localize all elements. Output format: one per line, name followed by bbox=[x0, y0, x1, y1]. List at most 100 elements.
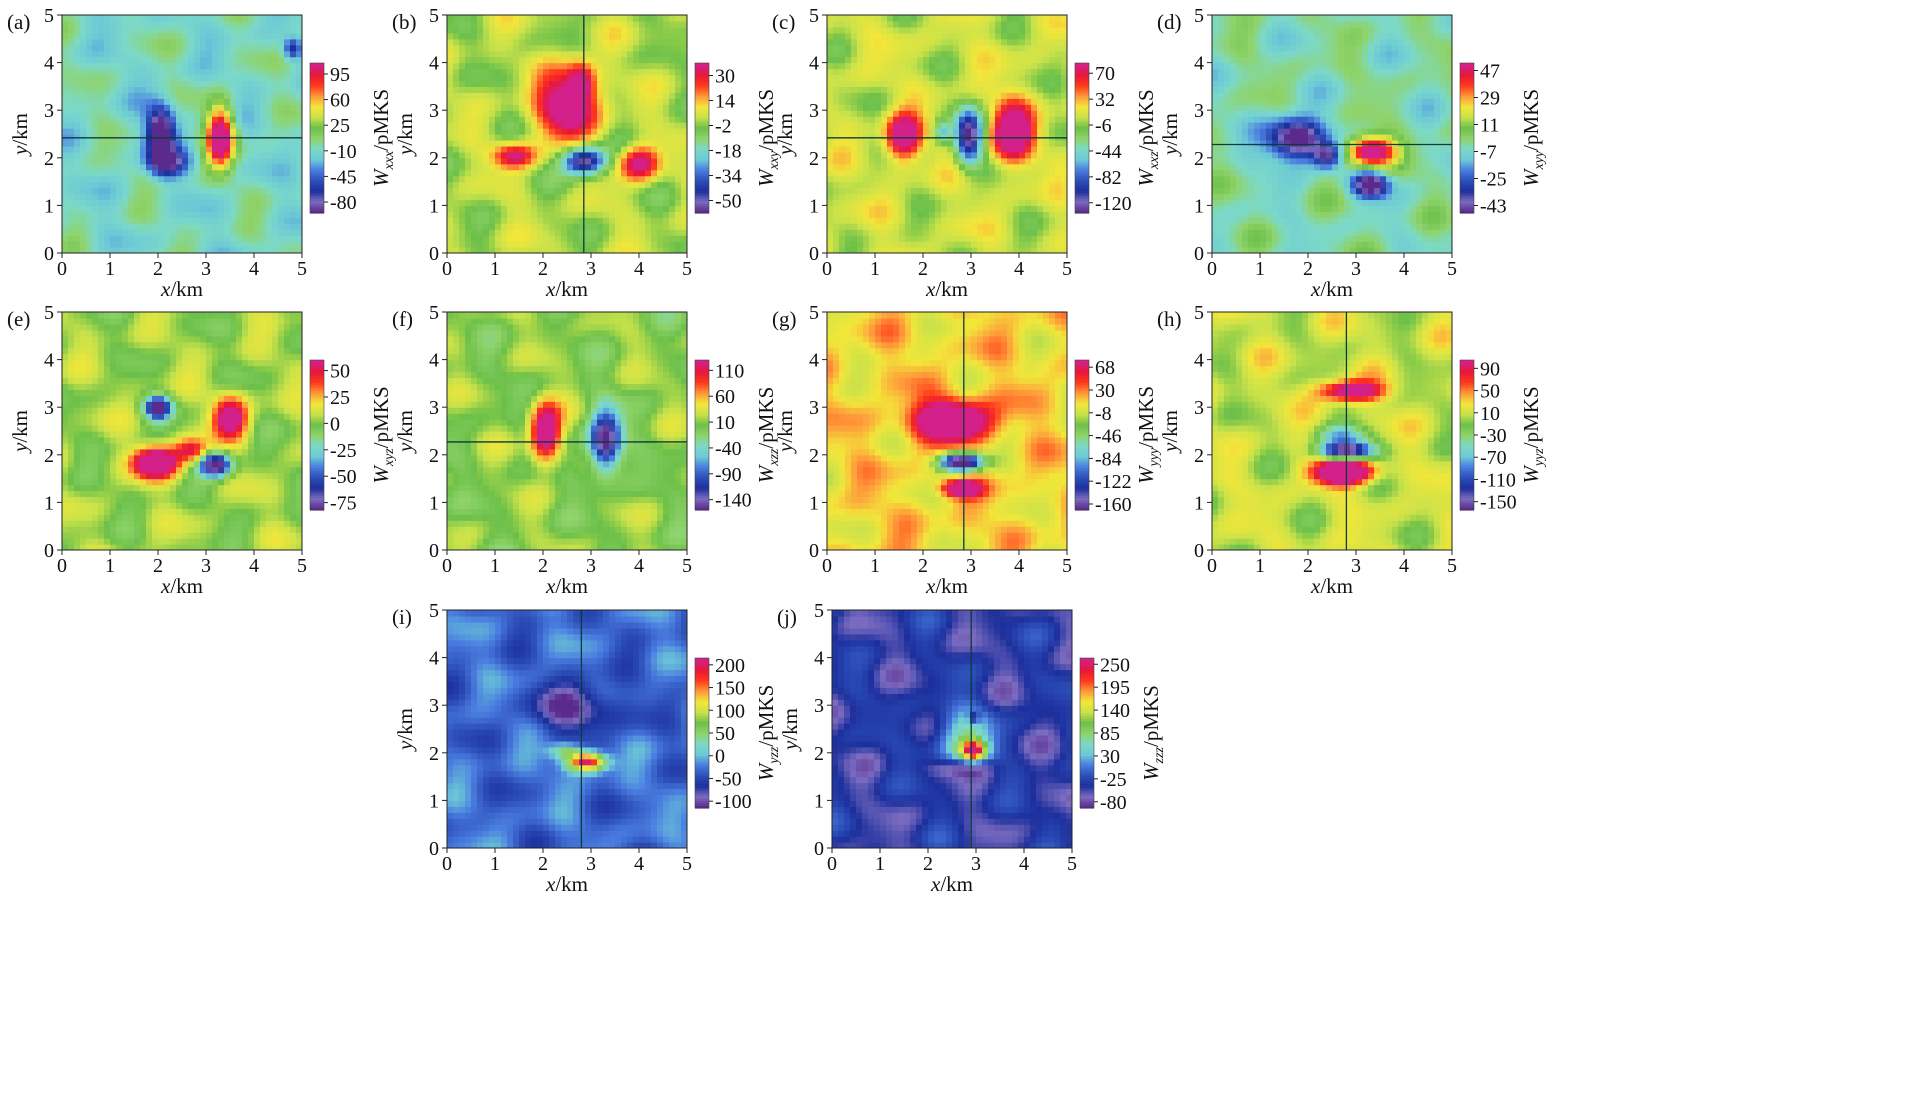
heatmap-cell bbox=[953, 163, 960, 171]
heatmap-cell bbox=[471, 92, 478, 99]
heatmap-cell bbox=[857, 110, 864, 117]
heatmap-cell bbox=[947, 26, 954, 34]
heatmap-cell bbox=[272, 145, 279, 153]
heatmap-cell bbox=[170, 205, 177, 212]
heatmap-cell bbox=[633, 169, 640, 177]
heatmap-cell bbox=[200, 80, 207, 87]
heatmap-cell bbox=[965, 44, 972, 52]
heatmap-cell bbox=[561, 181, 568, 189]
heatmap-cell bbox=[1019, 15, 1026, 22]
heatmap-cell bbox=[875, 199, 882, 206]
heatmap-cell bbox=[242, 205, 249, 212]
heatmap-cell bbox=[266, 241, 273, 248]
heatmap-cell bbox=[471, 223, 478, 230]
heatmap-cell bbox=[158, 181, 165, 189]
heatmap-cell bbox=[845, 247, 852, 253]
heatmap-cell bbox=[110, 86, 117, 93]
heatmap-cell bbox=[839, 151, 846, 159]
heatmap-cell bbox=[513, 175, 520, 183]
heatmap-cell bbox=[170, 217, 177, 224]
heatmap-cell bbox=[923, 50, 930, 58]
heatmap-cell bbox=[869, 241, 876, 248]
heatmap-cell bbox=[465, 38, 472, 46]
heatmap-cell bbox=[74, 15, 81, 22]
heatmap-cell bbox=[905, 241, 912, 248]
heatmap-cell bbox=[675, 175, 682, 183]
heatmap-cell bbox=[182, 163, 189, 171]
heatmap-cell bbox=[627, 116, 634, 123]
heatmap-cell bbox=[501, 205, 508, 212]
heatmap-cell bbox=[669, 247, 676, 253]
heatmap-cell bbox=[555, 50, 562, 58]
heatmap-cell bbox=[869, 235, 876, 242]
heatmap-cell bbox=[561, 68, 568, 76]
heatmap-cell bbox=[200, 199, 207, 206]
heatmap-cell bbox=[188, 92, 195, 99]
heatmap-cell bbox=[507, 122, 514, 129]
heatmap-cell bbox=[1055, 199, 1062, 206]
heatmap-cell bbox=[1007, 223, 1014, 230]
heatmap-cell bbox=[681, 86, 687, 93]
heatmap-cell bbox=[1049, 181, 1056, 189]
heatmap-cell bbox=[851, 223, 858, 230]
heatmap-cell bbox=[513, 80, 520, 87]
heatmap-cell bbox=[597, 157, 604, 165]
heatmap-cell bbox=[242, 74, 249, 82]
heatmap-cell bbox=[935, 80, 942, 87]
heatmap-cell bbox=[495, 128, 502, 135]
heatmap-cell bbox=[68, 98, 75, 105]
heatmap-cell bbox=[609, 128, 616, 135]
heatmap-cell bbox=[242, 62, 249, 70]
heatmap-cell bbox=[1049, 187, 1056, 195]
heatmap-cell bbox=[296, 20, 302, 28]
heatmap-cell bbox=[68, 241, 75, 248]
heatmap-cell bbox=[929, 104, 936, 111]
heatmap-cell bbox=[935, 62, 942, 70]
heatmap-cell bbox=[272, 139, 279, 147]
heatmap-cell bbox=[495, 98, 502, 105]
heatmap-cell bbox=[254, 32, 261, 40]
heatmap-cell bbox=[887, 44, 894, 52]
heatmap-cell bbox=[983, 247, 990, 253]
heatmap-cell bbox=[663, 175, 670, 183]
heatmap-cell bbox=[513, 74, 520, 82]
heatmap-cell bbox=[1055, 211, 1062, 218]
heatmap-cell bbox=[561, 151, 568, 159]
heatmap-cell bbox=[555, 199, 562, 206]
colorbar-segment bbox=[695, 65, 709, 69]
heatmap-cell bbox=[519, 122, 526, 129]
heatmap-cell bbox=[218, 38, 225, 46]
heatmap-cell bbox=[947, 116, 954, 123]
heatmap-cell bbox=[549, 32, 556, 40]
heatmap-cell bbox=[905, 139, 912, 147]
heatmap-cell bbox=[194, 92, 201, 99]
heatmap-cell bbox=[236, 139, 243, 147]
heatmap-cell bbox=[206, 211, 213, 218]
heatmap-cell bbox=[911, 247, 918, 253]
heatmap-cell bbox=[152, 92, 159, 99]
heatmap-cell bbox=[905, 211, 912, 218]
heatmap-cell bbox=[923, 68, 930, 76]
heatmap-cell bbox=[633, 181, 640, 189]
heatmap-cell bbox=[206, 116, 213, 123]
heatmap-cell bbox=[248, 26, 255, 34]
heatmap-cell bbox=[176, 86, 183, 93]
heatmap-cell bbox=[1043, 80, 1050, 87]
heatmap-cell bbox=[681, 50, 687, 58]
heatmap-cell bbox=[194, 139, 201, 147]
heatmap-cell bbox=[833, 56, 840, 64]
heatmap-cell bbox=[935, 20, 942, 28]
heatmap-cell bbox=[483, 26, 490, 34]
heatmap-cell bbox=[549, 56, 556, 64]
heatmap-cell bbox=[531, 74, 538, 82]
heatmap-cell bbox=[152, 62, 159, 70]
heatmap-cell bbox=[68, 229, 75, 236]
heatmap-cell bbox=[893, 163, 900, 171]
heatmap-cell bbox=[140, 151, 147, 159]
heatmap-cell bbox=[182, 181, 189, 189]
heatmap-cell bbox=[128, 205, 135, 212]
heatmap-cell bbox=[266, 110, 273, 117]
heatmap-cell bbox=[465, 74, 472, 82]
heatmap-cell bbox=[80, 15, 87, 22]
heatmap-cell bbox=[941, 223, 948, 230]
